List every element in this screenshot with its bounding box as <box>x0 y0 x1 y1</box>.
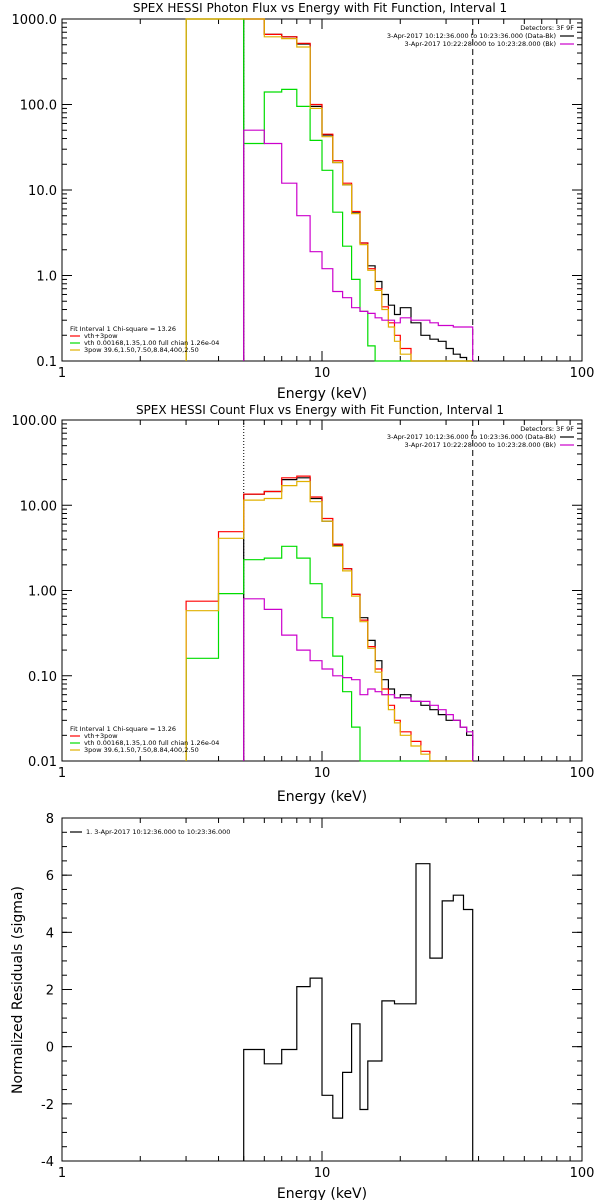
residuals-legend: 1. 3-Apr-2017 10:12:36.000 to 10:23:36.0… <box>70 828 230 836</box>
photon-flux-legend-entry: 3-Apr-2017 10:12:36.000 to 10:23:36.000 … <box>387 32 556 40</box>
residuals-y-tick-label: 0 <box>46 1041 54 1056</box>
count-flux-legend-header: Detectors: 3F 9F <box>520 425 574 433</box>
count-flux-x-tick-label: 1 <box>58 766 66 781</box>
residuals-y-tick-label: 8 <box>46 812 54 827</box>
residuals-y-tick-label: 6 <box>46 869 54 884</box>
photon-flux-series-bk <box>243 129 474 361</box>
photon-flux-title: SPEX HESSI Photon Flux vs Energy with Fi… <box>133 1 507 15</box>
count-flux-x-tick-label: 10 <box>314 766 331 781</box>
photon-flux-legend: Detectors: 3F 9F3-Apr-2017 10:12:36.000 … <box>70 24 574 354</box>
residuals-panel: 1 10 100 -4 -2 0 2 4 6 8 1. 3-Apr-2017 10:12:36.0… <box>10 812 594 1200</box>
residuals-series-residuals <box>243 863 474 1161</box>
count-flux-legend-entry: 3-Apr-2017 10:22:28.000 to 10:23:28.000 … <box>405 441 556 449</box>
count-flux-panel: SPEX HESSI Count Flux vs Energy with Fit… <box>12 403 595 805</box>
residuals-y-tick-label: -2 <box>41 1098 54 1113</box>
photon-flux-y-tick-label: 1000.0 <box>12 13 58 28</box>
residuals-xlabel: Energy (keV) <box>277 1186 367 1200</box>
photon-flux-fit-legend-entry: vth 0.00168,1.35,1.00 full chian 1.26e-0… <box>84 339 219 347</box>
photon-flux-y-tick-label: 0.1 <box>36 355 57 370</box>
count-flux-series-bk <box>243 598 474 761</box>
residuals-x-tick-label: 10 <box>314 1166 331 1181</box>
count-flux-series-data-bk <box>243 477 474 761</box>
photon-flux-axes: 1 10 100 0.1 1.0 10.0 100.0 1000.0 <box>12 13 595 381</box>
residuals-ylabel: Normalized Residuals (sigma) <box>10 886 26 1094</box>
count-flux-fit-legend-entry: vth+3pow <box>84 732 118 740</box>
residuals-y-tick-label: 2 <box>46 984 54 999</box>
photon-flux-y-tick-label: 10.0 <box>28 184 57 199</box>
photon-flux-series-data-bk <box>243 18 473 362</box>
count-flux-y-tick-label: 0.10 <box>28 670 57 685</box>
count-flux-y-tick-label: 10.00 <box>20 499 57 514</box>
residuals-legend-entry: 1. 3-Apr-2017 10:12:36.000 to 10:23:36.0… <box>86 828 230 836</box>
residuals-x-tick-label: 100 <box>570 1166 595 1181</box>
count-flux-series-vth-3pow <box>185 475 473 762</box>
count-flux-y-tick-label: 1.00 <box>28 585 57 600</box>
photon-flux-x-tick-label: 100 <box>570 366 595 381</box>
count-flux-x-tick-label: 100 <box>570 766 595 781</box>
photon-flux-panel: SPEX HESSI Photon Flux vs Energy with Fi… <box>12 1 595 402</box>
count-flux-series-3pow <box>185 480 473 762</box>
photon-flux-series-vth-3pow <box>185 18 473 362</box>
count-flux-series <box>185 420 474 762</box>
residuals-axes: 1 10 100 -4 -2 0 2 4 6 8 <box>41 812 594 1181</box>
photon-flux-y-tick-label: 1.0 <box>36 270 57 285</box>
photon-flux-y-tick-label: 100.0 <box>20 99 57 114</box>
count-flux-fit-legend-entry: vth 0.00168,1.35,1.00 full chian 1.26e-0… <box>84 739 219 747</box>
count-flux-y-tick-label: 100.00 <box>12 414 58 429</box>
count-flux-y-tick-label: 0.01 <box>28 755 57 770</box>
photon-flux-x-tick-label: 10 <box>314 366 331 381</box>
count-flux-fit-legend-entry: 3pow 39.6,1.50,7.50,8.84,400,2.50 <box>84 746 199 754</box>
photon-flux-series-vth <box>185 18 473 362</box>
count-flux-series-vth <box>185 545 473 762</box>
photon-flux-fit-legend-header: Fit Interval 1 Chi-square = 13.26 <box>70 325 176 333</box>
photon-flux-legend-header: Detectors: 3F 9F <box>520 24 574 32</box>
count-flux-title: SPEX HESSI Count Flux vs Energy with Fit… <box>136 403 504 417</box>
count-flux-fit-legend-header: Fit Interval 1 Chi-square = 13.26 <box>70 725 176 733</box>
photon-flux-series <box>185 18 474 362</box>
count-flux-legend: Detectors: 3F 9F3-Apr-2017 10:12:36.000 … <box>70 425 574 754</box>
count-flux-legend-entry: 3-Apr-2017 10:12:36.000 to 10:23:36.000 … <box>387 433 556 441</box>
count-flux-xlabel: Energy (keV) <box>277 789 367 805</box>
photon-flux-fit-legend-entry: 3pow 39.6,1.50,7.50,8.84,400,2.50 <box>84 346 199 354</box>
photon-flux-xlabel: Energy (keV) <box>277 386 367 402</box>
residuals-y-tick-label: 4 <box>46 926 54 941</box>
residuals-series <box>243 863 474 1161</box>
photon-flux-legend-entry: 3-Apr-2017 10:22:28.000 to 10:23:28.000 … <box>405 40 556 48</box>
residuals-x-tick-label: 1 <box>58 1166 66 1181</box>
photon-flux-fit-legend-entry: vth+3pow <box>84 332 118 340</box>
residuals-y-tick-label: -4 <box>41 1155 54 1170</box>
photon-flux-x-tick-label: 1 <box>58 366 66 381</box>
photon-flux-series-3pow <box>185 18 473 362</box>
photon-flux-plot-frame <box>61 18 583 362</box>
count-flux-axes: 1 10 100 0.01 0.10 1.00 10.00 100.00 <box>12 414 595 781</box>
